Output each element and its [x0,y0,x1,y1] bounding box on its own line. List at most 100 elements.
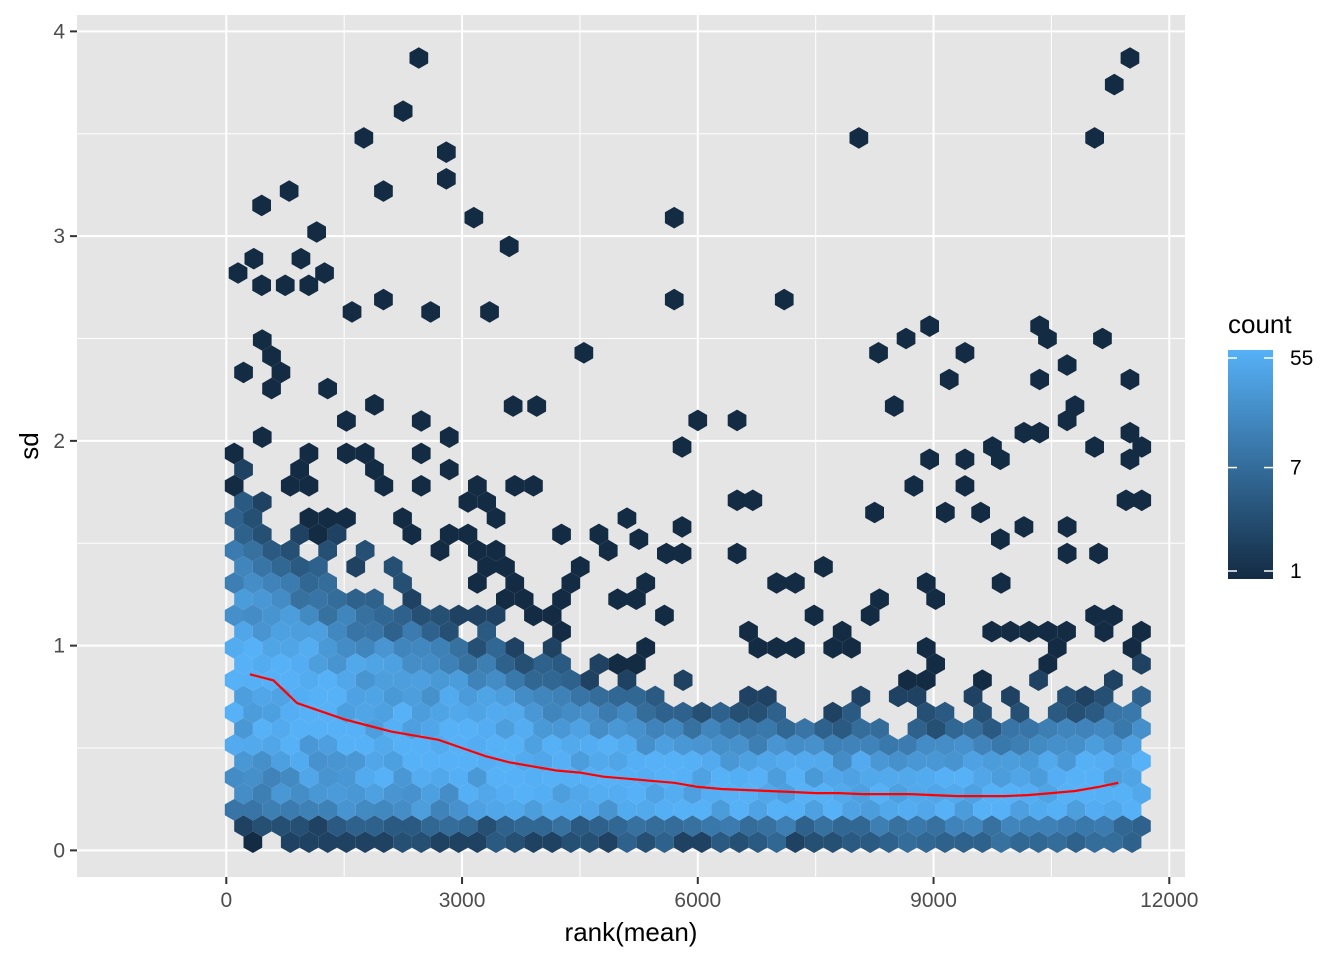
hex-cell [514,718,534,740]
hex-cell [776,782,796,805]
hex-cell [832,750,852,772]
hex-cell [1075,815,1095,837]
hex-cell [234,458,253,481]
hex-cell [402,620,422,643]
hex-cell [954,831,974,853]
hex-cell [355,539,375,562]
hex-cell [1122,734,1142,756]
hex-cell [514,653,534,675]
hex-cell [711,766,730,789]
hex-cell [290,523,309,546]
hex-cell [514,685,534,708]
hex-cell-outlier [688,409,708,432]
hex-cell [374,669,394,691]
hex-cell [655,799,674,821]
hex-cell [739,782,758,805]
hex-cell [243,799,263,821]
hex-cell [496,782,515,805]
hex-cell [561,701,581,724]
hex-cell [1019,620,1039,643]
x-axis-label: rank(mean) [565,917,698,947]
hex-cell [589,718,609,740]
hex-cell [645,718,665,740]
hex-cell [421,718,440,740]
hex-cell [776,718,796,740]
hex-cell [757,815,777,837]
hex-cell-outlier [936,501,955,524]
hex-cell [290,620,309,643]
hex-cell [346,750,366,772]
hex-cell [552,653,571,675]
hex-cell [402,782,422,805]
hex-cell [945,782,964,805]
hex-cell [692,734,712,756]
hex-cell-outlier [409,47,429,69]
hex-cell [505,701,525,724]
hex-cell [402,653,422,675]
hex-cell [505,637,525,659]
hex-cell [243,734,263,756]
hex-cell [271,815,291,837]
hex-cell [1113,750,1133,772]
hex-cell [309,750,328,772]
hex-cell [327,523,347,546]
hex-cell [598,799,618,821]
hex-cell [1104,604,1123,627]
hex-cell [655,831,674,853]
hex-cell [290,653,309,675]
hex-cell [337,669,356,691]
hex-cell [823,766,843,789]
hex-cell [327,750,347,772]
hex-cell [786,766,805,789]
hex-cell [542,669,562,691]
hex-cell [1001,620,1020,643]
hex-cell-outlier [849,127,869,149]
hex-cell [542,734,562,756]
hex-cell [907,815,927,837]
hex-cell [383,718,403,740]
hex-cell [318,637,337,659]
hex-cell [916,669,936,691]
hex-cell [1019,782,1039,805]
hex-cell [926,653,945,675]
hex-cell [945,750,964,772]
hex-cell [533,653,553,675]
hex-cell [664,718,684,740]
hex-cell [374,766,394,789]
hex-cell [365,815,384,837]
hex-cell [234,588,253,610]
hex-cell [290,458,309,481]
hex-cell [346,556,366,578]
hex-cell [271,361,291,384]
hex-cell [290,556,309,578]
hex-cell-outlier [275,274,295,297]
hex-cell [636,701,656,724]
hex-cell [309,718,328,740]
hex-cell [430,669,450,691]
hex-cell-outlier [342,301,362,323]
hex-cell-outlier [991,528,1010,550]
hex-cell [982,750,1002,772]
hex-cell [449,766,468,789]
hex-cell [337,507,356,529]
hex-cell [252,815,272,837]
hex-cell [1038,718,1058,740]
hex-cell-outlier [374,180,393,202]
hex-cell [411,410,431,432]
hex-cell [664,782,684,805]
hex-cell [411,734,431,756]
hex-cell [767,572,786,594]
hex-cell [860,734,880,756]
hex-cell [486,799,506,821]
legend-break-label: 1 [1290,560,1302,583]
hex-cell [888,815,908,837]
hex-cell [533,718,553,740]
hex-cell [814,815,833,837]
hex-cell [701,718,721,740]
hex-cell [1113,782,1133,805]
hex-cell [496,815,515,837]
hex-cell [926,750,945,772]
hex-cell [486,507,506,529]
hex-cell [542,701,562,724]
